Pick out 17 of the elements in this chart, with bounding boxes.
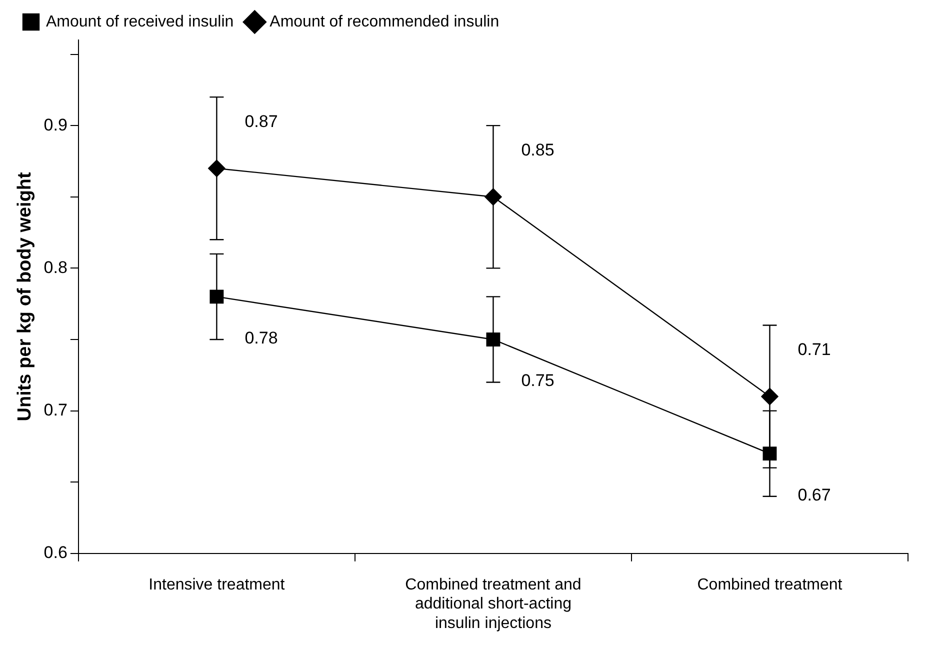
data-label: 0.75 [521,371,554,390]
y-axis-title: Units per kg of body weight [14,171,36,422]
y-tick-label: 0.8 [44,258,68,277]
data-label: 0.67 [798,485,831,504]
data-label: 0.78 [244,328,278,348]
data-label: 0.71 [798,340,831,360]
data-label: 0.87 [244,112,278,132]
x-tick-label: Combined treatment and additional short-acting insulin injections [405,576,582,632]
x-tick-label: Intensive treatment [148,576,286,594]
legend-label: Amount of recommended insulin [270,13,500,30]
point [210,290,224,304]
x-tick-label: Combined treatment [697,576,843,594]
data-label: 0.85 [521,140,554,160]
y-tick-label: 0.6 [44,543,68,562]
y-tick-label: 0.9 [44,115,68,134]
legend-label: Amount of received insulin [46,13,234,30]
y-tick-label: 0.7 [44,400,68,420]
